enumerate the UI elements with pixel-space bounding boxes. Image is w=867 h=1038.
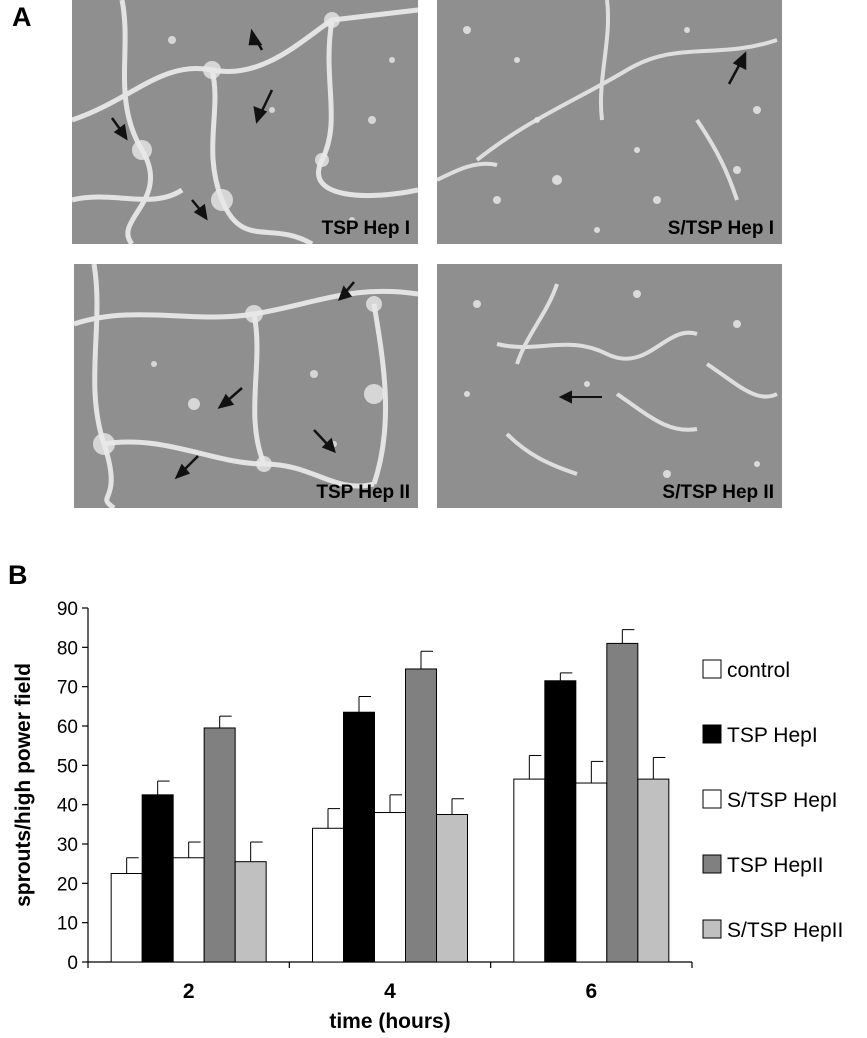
bar bbox=[436, 814, 468, 963]
y-tick-label: 50 bbox=[57, 756, 78, 777]
x-tick-label: 6 bbox=[585, 980, 597, 1003]
x-axis-label: time (hours) bbox=[329, 1010, 450, 1033]
bar bbox=[637, 778, 670, 963]
legend-label: S/TSP HepII bbox=[727, 919, 843, 942]
x-tick-label: 2 bbox=[183, 980, 195, 1003]
y-tick-label: 60 bbox=[57, 717, 78, 738]
y-tick-label: 80 bbox=[57, 638, 78, 659]
legend-swatch bbox=[702, 724, 722, 744]
micrograph-label-tsp-hep-i: TSP Hep I bbox=[321, 218, 410, 239]
micrograph-s-tsp-hep-i: S/TSP Hep I bbox=[437, 0, 782, 244]
bar bbox=[172, 857, 205, 963]
y-tick-label: 90 bbox=[57, 599, 78, 620]
bar-chart: 0 10 20 30 40 50 60 70 80 90 2 4 6 time (hours) sprout… bbox=[0, 590, 867, 1033]
bar bbox=[312, 827, 344, 963]
legend-swatch bbox=[702, 789, 722, 809]
bar bbox=[544, 680, 577, 963]
bar bbox=[374, 812, 406, 963]
bar bbox=[575, 782, 608, 963]
micrograph-label-s-tsp-hep-i: S/TSP Hep I bbox=[667, 218, 774, 239]
y-tick-label: 70 bbox=[57, 678, 78, 699]
legend-label: TSP HepII bbox=[727, 854, 824, 877]
micrograph-s-tsp-hep-ii: S/TSP Hep II bbox=[437, 264, 782, 508]
panel-a-letter: A bbox=[12, 2, 32, 32]
bar bbox=[203, 727, 236, 963]
bar bbox=[234, 861, 267, 963]
bar bbox=[343, 711, 375, 963]
y-tick-label: 30 bbox=[57, 835, 78, 856]
legend-label: TSP HepI bbox=[727, 724, 818, 747]
micrograph-label-tsp-hep-ii: TSP Hep II bbox=[316, 482, 410, 503]
bar bbox=[110, 873, 143, 963]
y-tick-label: 0 bbox=[67, 953, 78, 974]
micrograph-s-tsp-hep-ii-image bbox=[464, 283, 778, 478]
micrograph-tsp-hep-i-image bbox=[72, 0, 418, 244]
x-tick-label: 4 bbox=[384, 980, 396, 1003]
bar bbox=[606, 642, 639, 963]
bar bbox=[141, 794, 174, 963]
micrograph-s-tsp-hep-i-image bbox=[437, 0, 778, 233]
micrograph-tsp-hep-ii-image bbox=[74, 264, 418, 508]
micrograph-tsp-hep-i: TSP Hep I bbox=[72, 0, 418, 244]
y-tick-label: 20 bbox=[57, 874, 78, 895]
bar bbox=[405, 668, 437, 963]
legend-swatch bbox=[702, 854, 722, 874]
legend-label: S/TSP HepI bbox=[727, 789, 838, 812]
micrograph-tsp-hep-ii: TSP Hep II bbox=[74, 264, 418, 508]
y-tick-label: 40 bbox=[57, 796, 78, 817]
y-axis-label: sprouts/high power field bbox=[12, 663, 35, 907]
micrograph-label-s-tsp-hep-ii: S/TSP Hep II bbox=[662, 482, 774, 503]
legend-swatch bbox=[702, 919, 722, 939]
bar bbox=[513, 778, 546, 963]
legend-label: control bbox=[727, 659, 790, 682]
y-tick-label: 10 bbox=[57, 914, 78, 935]
legend-swatch bbox=[702, 659, 722, 679]
bar-chart-svg: 0 10 20 30 40 50 60 70 80 90 2 4 6 time (hours) sprout… bbox=[12, 599, 843, 1033]
panel-b-letter: B bbox=[8, 560, 28, 590]
